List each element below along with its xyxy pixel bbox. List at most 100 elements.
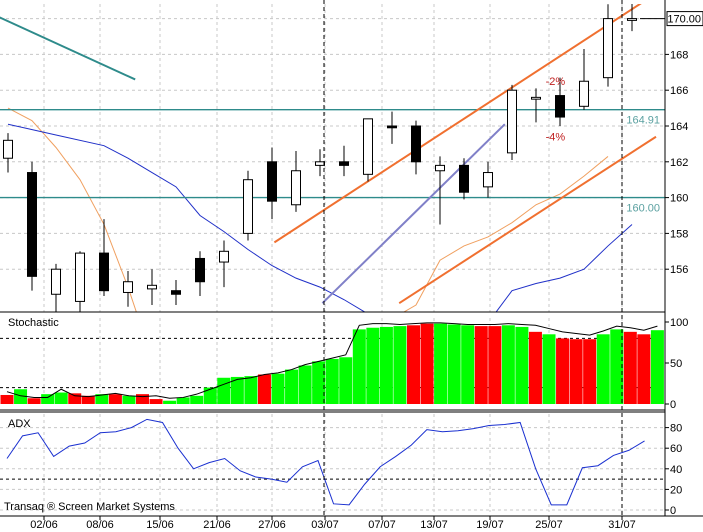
stoch-bar bbox=[515, 326, 529, 404]
stoch-bar bbox=[393, 326, 407, 404]
chart-frame: 170.001561581601621641661681720501000204… bbox=[0, 0, 703, 517]
stoch-bar bbox=[623, 331, 637, 404]
adx-tick-label: 40 bbox=[670, 464, 682, 476]
candle-body bbox=[3, 139, 13, 159]
stoch-bar bbox=[596, 334, 610, 404]
candle-body bbox=[507, 89, 517, 154]
candle-body bbox=[339, 161, 349, 166]
candle-body bbox=[195, 257, 205, 283]
candle-body bbox=[483, 172, 493, 188]
stochastic-title: Stochastic bbox=[8, 317, 59, 329]
last-price-label: 170.00 bbox=[667, 14, 701, 26]
stoch-bar bbox=[447, 324, 461, 404]
stoch-bar bbox=[650, 330, 664, 404]
trend-line bbox=[0, 16, 136, 81]
candle-body bbox=[531, 96, 541, 100]
candle-body bbox=[291, 170, 301, 206]
stoch-bar bbox=[339, 357, 353, 404]
stoch-bar bbox=[230, 376, 244, 404]
adx-panel[interactable] bbox=[0, 414, 665, 512]
stoch-bar bbox=[420, 323, 434, 404]
stoch-bar bbox=[461, 325, 475, 404]
candle-body bbox=[627, 18, 637, 21]
stoch-bar bbox=[27, 398, 41, 404]
x-tick-label: 08/06 bbox=[86, 519, 114, 531]
stoch-bar bbox=[68, 393, 82, 404]
x-tick-label: 03/07 bbox=[311, 519, 339, 531]
adx-tick-label: 20 bbox=[670, 484, 682, 496]
stoch-bar bbox=[285, 369, 299, 404]
candle-body bbox=[603, 18, 613, 79]
x-tick-label: 31/07 bbox=[608, 519, 636, 531]
stoch-bar bbox=[217, 377, 231, 404]
candle-body bbox=[363, 118, 373, 175]
stoch-bar bbox=[95, 394, 109, 404]
x-axis: 02/06 08/06 15/06 21/06 27/06 03/07 07/07 13/07… bbox=[30, 516, 636, 531]
annotation-label: -2% bbox=[546, 76, 566, 88]
price-tick-label: 158 bbox=[670, 228, 688, 240]
candle-body bbox=[579, 80, 589, 107]
stoch-bar bbox=[474, 326, 488, 404]
price-tick-label: 166 bbox=[670, 85, 688, 97]
level-label: 160.00 bbox=[626, 203, 660, 215]
price-tick-label: 162 bbox=[670, 157, 688, 169]
stoch-bar bbox=[407, 325, 420, 404]
candle-body bbox=[51, 268, 61, 295]
stoch-bar bbox=[122, 395, 136, 404]
candle-body bbox=[171, 290, 181, 295]
stoch-bar bbox=[0, 394, 14, 404]
stoch-bar bbox=[569, 339, 583, 404]
candle-body bbox=[27, 172, 37, 277]
candle-body bbox=[243, 179, 253, 234]
stochastic-panel[interactable] bbox=[0, 318, 665, 404]
stoch-bar bbox=[312, 361, 326, 404]
stoch-bar bbox=[298, 365, 312, 404]
x-tick-label: 15/06 bbox=[146, 519, 174, 531]
stoch-bar bbox=[176, 397, 190, 404]
stoch-bar bbox=[528, 331, 542, 404]
price-tick-label: 156 bbox=[670, 264, 688, 276]
stoch-bar bbox=[610, 329, 624, 404]
x-tick-label: 19/07 bbox=[476, 519, 504, 531]
stoch-tick-label: 0 bbox=[670, 399, 676, 411]
stoch-bar bbox=[108, 394, 122, 404]
x-tick-label: 27/06 bbox=[258, 519, 286, 531]
stoch-bar bbox=[14, 389, 28, 404]
stoch-bar bbox=[257, 374, 271, 404]
candle-body bbox=[219, 250, 229, 263]
stoch-bar bbox=[41, 394, 55, 404]
stoch-signal-line bbox=[6, 322, 658, 399]
candle-body bbox=[267, 161, 277, 202]
stoch-tick-label: 100 bbox=[670, 317, 688, 329]
adx-line bbox=[6, 418, 645, 506]
trend-line bbox=[273, 4, 642, 244]
stoch-bar bbox=[244, 376, 258, 404]
candle-body bbox=[411, 125, 421, 163]
footer-text: Transaq ® Screen Market Systems bbox=[4, 501, 175, 513]
stoch-bar bbox=[352, 329, 366, 404]
candle-body bbox=[315, 161, 325, 166]
candle-body bbox=[459, 164, 469, 193]
stoch-bar bbox=[556, 338, 570, 404]
adx-title: ADX bbox=[8, 418, 31, 430]
last-price-box bbox=[666, 11, 703, 27]
stoch-bar bbox=[149, 399, 163, 404]
stoch-bar bbox=[136, 394, 149, 404]
stoch-bar bbox=[271, 373, 285, 404]
candle-body bbox=[555, 95, 565, 118]
x-tick-label: 21/06 bbox=[203, 519, 231, 531]
stoch-bar bbox=[379, 326, 393, 404]
stoch-bar bbox=[54, 392, 68, 404]
price-tick-label: 168 bbox=[670, 49, 688, 61]
candle-body bbox=[99, 252, 109, 292]
ma-fast-line bbox=[7, 107, 609, 312]
price-tick-label: 160 bbox=[670, 193, 688, 205]
stoch-bar bbox=[163, 400, 177, 404]
candle-body bbox=[75, 252, 85, 302]
stoch-bar bbox=[366, 327, 380, 404]
x-tick-label: 02/06 bbox=[30, 519, 58, 531]
candle-body bbox=[387, 125, 397, 129]
x-tick-label: 25/07 bbox=[535, 519, 563, 531]
